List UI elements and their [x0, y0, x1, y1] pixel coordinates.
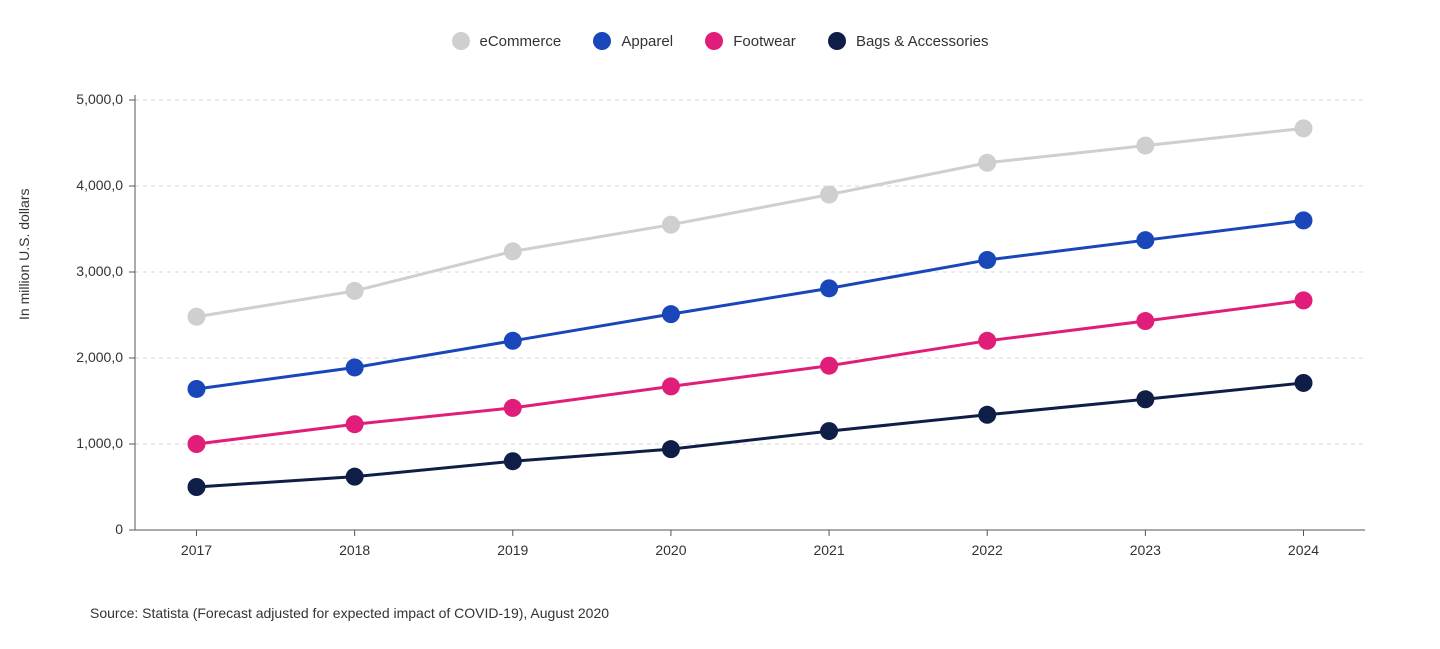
- line-chart: [0, 0, 1440, 649]
- x-tick-label: 2020: [655, 542, 686, 558]
- y-tick-label: 4,000,0: [53, 177, 123, 193]
- y-tick-label: 2,000,0: [53, 349, 123, 365]
- y-tick-label: 1,000,0: [53, 435, 123, 451]
- x-tick-label: 2023: [1130, 542, 1161, 558]
- source-note: Source: Statista (Forecast adjusted for …: [90, 605, 609, 621]
- x-tick-label: 2019: [497, 542, 528, 558]
- y-tick-label: 3,000,0: [53, 263, 123, 279]
- y-tick-label: 5,000,0: [53, 91, 123, 107]
- x-tick-label: 2018: [339, 542, 370, 558]
- x-tick-label: 2024: [1288, 542, 1319, 558]
- x-tick-label: 2021: [813, 542, 844, 558]
- y-tick-label: 0: [53, 521, 123, 537]
- x-tick-label: 2017: [181, 542, 212, 558]
- x-tick-label: 2022: [972, 542, 1003, 558]
